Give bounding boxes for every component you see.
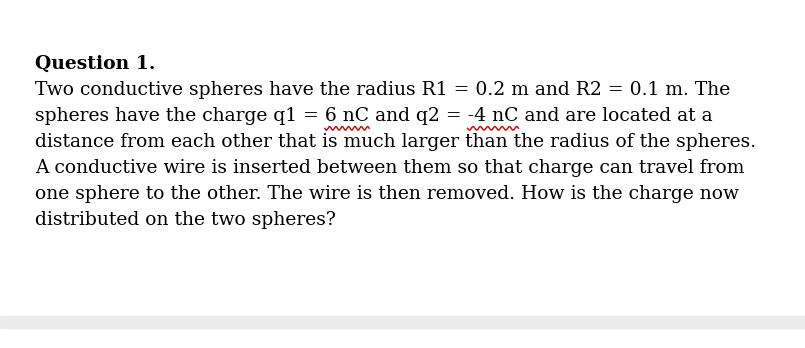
Text: Two conductive spheres have the radius R1 = 0.2 m and R2 = 0.1 m. The: Two conductive spheres have the radius R… xyxy=(35,81,730,99)
Text: one sphere to the other. The wire is then removed. How is the charge now: one sphere to the other. The wire is the… xyxy=(35,185,739,203)
Bar xyxy=(0,316,805,328)
Text: distributed on the two spheres?: distributed on the two spheres? xyxy=(35,211,336,229)
Text: distance from each other that is much larger than the radius of the spheres.: distance from each other that is much la… xyxy=(35,133,756,151)
Text: spheres have the charge q1 = 6 nC and q2 = -4 nC and are located at a: spheres have the charge q1 = 6 nC and q2… xyxy=(35,107,712,125)
Text: Question 1.: Question 1. xyxy=(35,55,155,73)
Text: A conductive wire is inserted between them so that charge can travel from: A conductive wire is inserted between th… xyxy=(35,159,745,177)
